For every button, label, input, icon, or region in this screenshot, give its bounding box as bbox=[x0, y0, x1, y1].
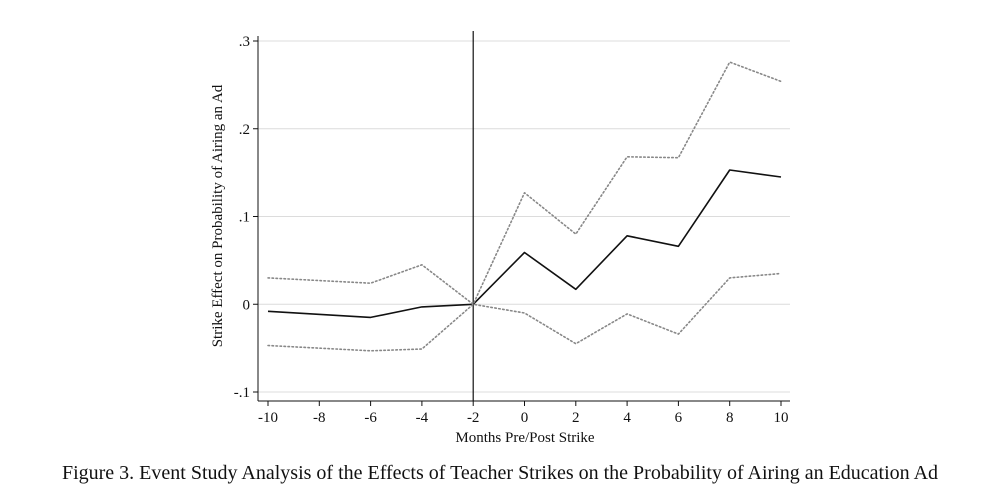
x-tick-label: -6 bbox=[364, 410, 377, 426]
x-axis-title: Months Pre/Post Strike bbox=[455, 430, 595, 446]
upper-ci-line bbox=[267, 61, 782, 306]
x-tick-label: -10 bbox=[258, 410, 278, 426]
event-study-chart: -.1 0 .1 .2 .3 -10 -8 -6 -4 -2 0 2 4 6 8 10 Months Pre/… bbox=[210, 31, 790, 446]
x-tick-label: 4 bbox=[623, 410, 631, 426]
x-tick-label: 2 bbox=[572, 410, 580, 426]
y-tick-label: .1 bbox=[239, 210, 250, 226]
lower-ci-line bbox=[267, 272, 782, 352]
x-tick-label: 6 bbox=[675, 410, 683, 426]
gridlines bbox=[258, 40, 790, 393]
axes bbox=[257, 36, 790, 402]
series-lines bbox=[267, 31, 782, 401]
x-tick-label: 0 bbox=[521, 410, 529, 426]
y-tick-label: .2 bbox=[239, 122, 250, 138]
y-tick-label: 0 bbox=[243, 297, 251, 313]
point-estimate-line bbox=[267, 169, 782, 319]
x-tick-label: 8 bbox=[726, 410, 734, 426]
x-tick-label: 10 bbox=[774, 410, 789, 426]
figure-caption: Figure 3. Event Study Analysis of the Ef… bbox=[61, 462, 939, 484]
y-tick-label: -.1 bbox=[234, 385, 250, 401]
y-axis-title: Strike Effect on Probability of Airing a… bbox=[210, 84, 226, 347]
x-tick-label: -4 bbox=[416, 410, 429, 426]
x-tick-label: -2 bbox=[467, 410, 480, 426]
tick-labels: -.1 0 .1 .2 .3 -10 -8 -6 -4 -2 0 2 4 6 8 10 bbox=[234, 34, 789, 426]
x-tick-label: -8 bbox=[313, 410, 326, 426]
y-tick-label: .3 bbox=[239, 34, 250, 50]
